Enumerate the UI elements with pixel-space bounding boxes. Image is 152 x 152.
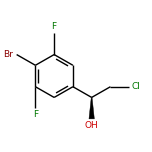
Text: F: F bbox=[33, 110, 38, 119]
Polygon shape bbox=[89, 97, 94, 119]
Text: F: F bbox=[52, 22, 57, 31]
Text: Br: Br bbox=[3, 50, 13, 59]
Text: OH: OH bbox=[85, 121, 98, 130]
Text: Cl: Cl bbox=[131, 82, 140, 91]
